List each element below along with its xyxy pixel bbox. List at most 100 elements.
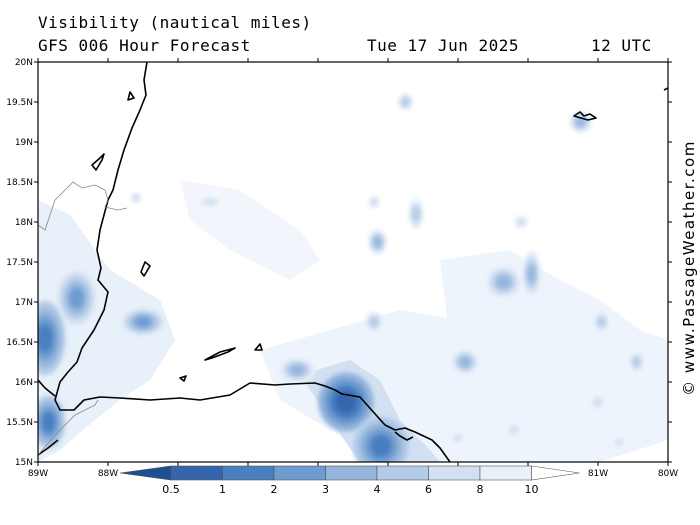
lon-label: 80W: [658, 469, 678, 479]
map-title: Visibility (nautical miles): [38, 13, 312, 32]
visibility-cell: [408, 198, 424, 230]
lat-label: 16.5N: [6, 338, 33, 348]
island-4: [204, 347, 236, 361]
visibility-cell-ring: [576, 118, 585, 126]
forecast-time: 12 UTC: [591, 36, 652, 55]
coastline-south-west: [38, 439, 59, 456]
lat-label: 18.5N: [6, 178, 33, 188]
colorbar-label: 1: [219, 483, 226, 496]
colorbar-label: 0.5: [162, 483, 180, 496]
visibility-cell-ring: [369, 317, 379, 327]
island-8: [663, 87, 668, 91]
visibility-cell-ring: [633, 357, 640, 367]
colorbar-arrow-high: [531, 465, 580, 481]
visibility-cell: [57, 271, 96, 325]
colorbar-label: 4: [374, 483, 381, 496]
colorbar-segment: [325, 465, 378, 481]
visibility-cell-ring: [412, 206, 420, 222]
visibility-cell-ring: [42, 412, 55, 432]
lat-label: 16N: [15, 378, 33, 388]
visibility-cell: [353, 416, 409, 462]
border-segment-south: [38, 399, 99, 456]
lat-label: 15.5N: [6, 418, 33, 428]
visibility-cell-ring: [69, 288, 84, 308]
visibility-cell-ring: [370, 198, 378, 206]
visibility-cell: [591, 394, 605, 410]
colorbar-segment: [170, 465, 223, 481]
lat-label: 15N: [15, 458, 33, 468]
visibility-cell: [484, 265, 523, 299]
colorbar-labels: 0.5 1 2 3 4 6 8 10: [162, 483, 538, 496]
visibility-cell-ring: [374, 237, 381, 247]
lon-label: 89W: [28, 469, 48, 479]
colorbar-label: 2: [271, 483, 278, 496]
forecast-subtitle: GFS 006 Hour Forecast: [38, 36, 251, 55]
island-9: [394, 431, 414, 441]
visibility-cell-ring: [402, 98, 409, 106]
latitude-labels: 15N 15.5N 16N 16.5N 17N 17.5N 18N 18.5N 19N 19.5N…: [6, 58, 33, 468]
visibility-cell-ring: [528, 265, 535, 283]
visibility-cell: [613, 437, 625, 447]
visibility-cell-ring: [459, 357, 471, 367]
island-3: [140, 261, 151, 277]
country-border: [38, 181, 128, 456]
colorbar-segment: [479, 465, 532, 481]
visibility-cell: [368, 229, 387, 255]
visibility-cell: [198, 197, 221, 207]
island-1: [127, 91, 135, 101]
island-7: [573, 111, 597, 121]
coastline: [38, 62, 668, 462]
visibility-cell-ring: [135, 317, 151, 327]
visibility-cell: [38, 300, 66, 376]
visibility-cell-ring: [290, 365, 304, 375]
visibility-cell-ring: [496, 275, 511, 289]
colorbar-label: 10: [525, 483, 539, 496]
lat-label: 19N: [15, 138, 33, 148]
visibility-cell-ring: [516, 218, 526, 226]
visibility-cell: [130, 193, 142, 203]
lat-label: 17.5N: [6, 258, 33, 268]
lon-label: 88W: [98, 469, 118, 479]
visibility-cell: [318, 372, 374, 432]
visibility-cells: [38, 93, 644, 462]
visibility-cell: [522, 250, 541, 298]
island-5: [254, 343, 263, 351]
visibility-cell: [451, 349, 479, 375]
colorbar-label: 6: [425, 483, 432, 496]
lat-label: 18N: [15, 218, 33, 228]
coastline-mainland: [54, 62, 451, 462]
visibility-cell-ring: [598, 317, 605, 327]
colorbar-segment: [222, 465, 275, 481]
visibility-cell: [629, 351, 644, 373]
island-6: [179, 375, 187, 382]
colorbar-segment: [428, 465, 481, 481]
colorbar-label: 8: [477, 483, 484, 496]
visibility-cell-ring: [509, 426, 519, 434]
visibility-cell: [451, 433, 465, 443]
visibility-cell: [38, 395, 66, 449]
axis-ticks: [34, 58, 672, 466]
lat-label: 20N: [15, 58, 33, 68]
colorbar-segment: [273, 465, 326, 481]
visibility-cell: [122, 309, 164, 335]
visibility-cell-ring: [370, 434, 392, 458]
coastline-west: [38, 379, 56, 397]
visibility-cell: [365, 311, 383, 333]
lon-label: 81W: [588, 469, 608, 479]
visibility-cell-ring: [453, 434, 463, 442]
colorbar-arrow-low: [119, 465, 172, 481]
visibility-cell-ring: [593, 397, 603, 407]
watermark: © www.PassageWeather.com: [680, 140, 698, 396]
wash-region-west: [38, 200, 175, 462]
colorbar-label: 3: [322, 483, 329, 496]
visibility-cell: [514, 215, 528, 229]
visibility-cell-ring: [132, 194, 140, 202]
visibility-cell: [368, 195, 380, 209]
visibility-cell: [398, 93, 413, 111]
border-segment-north: [38, 181, 128, 231]
visibility-cell: [594, 311, 609, 333]
visibility-cell: [507, 423, 521, 437]
forecast-date: Tue 17 Jun 2025: [367, 36, 519, 55]
visibility-cell-ring: [38, 324, 53, 352]
